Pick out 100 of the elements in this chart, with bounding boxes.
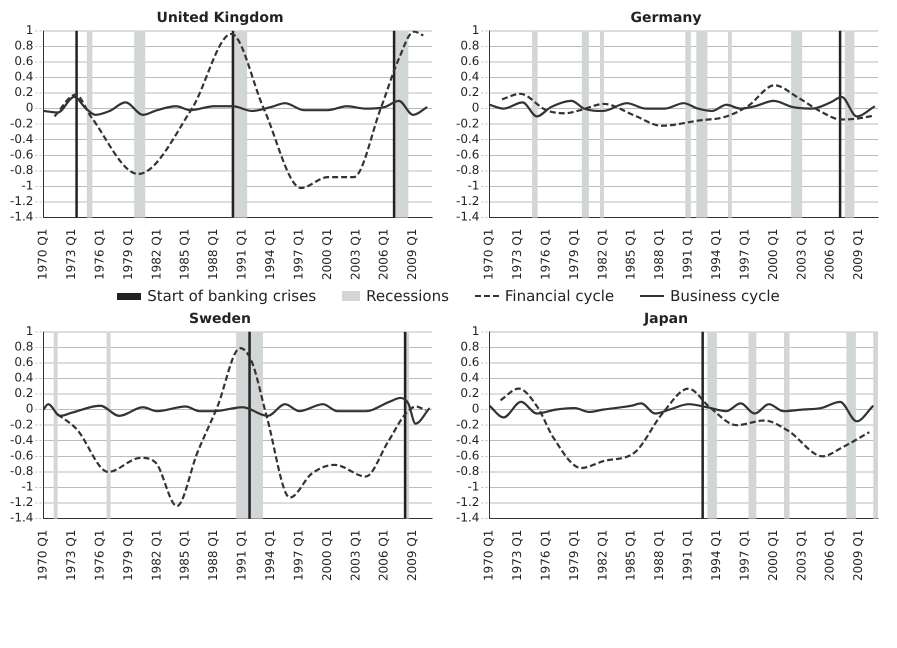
y-tick-label: 0.6 [14, 355, 34, 370]
y-tick-label: -0.4 [10, 132, 34, 146]
x-tick-label: 1973 Q1 [510, 530, 524, 582]
x-tick-label: 1997 Q1 [737, 530, 752, 582]
y-tick-label: 1 [472, 22, 480, 37]
x-tick-label: 2009 Q1 [405, 530, 420, 582]
y-tick-label: -1 [21, 178, 34, 193]
y-tick-label: -0.4 [456, 432, 480, 447]
x-tick-label: 1970 Q1 [36, 228, 50, 280]
x-tick-label: 2003 Q1 [794, 228, 808, 280]
y-tick-label: 0.8 [460, 38, 480, 52]
y-tick-label: 1 [26, 324, 34, 338]
x-tick-label: 1991 Q1 [234, 530, 249, 582]
y-tick-label: 0 [26, 100, 34, 115]
x-tick-label: 1997 Q1 [291, 228, 306, 280]
y-tick-label: -1 [467, 178, 480, 193]
x-tick-label: 1991 Q1 [234, 228, 249, 280]
y-tick-label: 0 [26, 402, 34, 416]
y-tick-label: 0.8 [460, 339, 480, 354]
y-tick-label: 0.4 [14, 70, 34, 84]
x-tick-label: 2003 Q1 [348, 228, 362, 280]
y-tick-label: 0.4 [14, 370, 34, 385]
x-tick-label: 1982 Q1 [149, 228, 164, 280]
y-tick-label: 0.6 [14, 54, 34, 68]
y-tick-label: -1.2 [456, 194, 480, 208]
x-tick-label: 1970 Q1 [36, 530, 50, 582]
y-tick-label: -0.2 [456, 417, 480, 432]
y-tick-label: -0.6 [10, 448, 34, 462]
x-tick-label: 1994 Q1 [709, 228, 724, 280]
chart-title: Germany [630, 10, 702, 26]
x-tick-label: 2000 Q1 [766, 530, 780, 582]
x-tick-label: 1997 Q1 [291, 530, 306, 582]
x-tick-label: 1982 Q1 [595, 228, 610, 280]
y-tick-label: -1.4 [456, 210, 480, 224]
x-tick-label: 1970 Q1 [482, 228, 496, 280]
y-tick-label: 0.2 [460, 85, 480, 100]
y-tick-label: -0.4 [10, 432, 34, 447]
y-tick-label: 0.4 [460, 370, 480, 385]
x-tick-label: 2009 Q1 [851, 228, 866, 280]
y-tick-label: 0.8 [14, 339, 34, 354]
y-tick-label: 0.2 [14, 386, 34, 400]
x-tick-label: 1985 Q1 [624, 228, 638, 280]
y-tick-label: -0.8 [10, 464, 34, 478]
x-tick-label: 1979 Q1 [566, 228, 581, 280]
x-tick-label: 1982 Q1 [149, 530, 164, 582]
x-tick-label: 1988 Q1 [652, 228, 666, 280]
x-tick-label: 1973 Q1 [64, 228, 78, 280]
y-tick-label: 1 [26, 22, 34, 37]
y-tick-label: 0.6 [460, 355, 480, 370]
y-tick-label: -0.2 [10, 417, 34, 432]
x-tick-label: 2009 Q1 [851, 530, 866, 582]
chart-title: United Kingdom [156, 10, 284, 26]
y-tick-label: -1.4 [10, 210, 34, 224]
y-tick-label: -0.2 [456, 116, 480, 130]
y-tick-label: 0.8 [14, 38, 34, 52]
x-tick-label: 2006 Q1 [822, 530, 837, 582]
y-tick-label: 0.6 [460, 54, 480, 68]
x-tick-label: 2000 Q1 [766, 228, 780, 280]
y-tick-label: -1.4 [456, 510, 480, 525]
x-tick-label: 2006 Q1 [376, 228, 391, 280]
y-tick-label: 0.2 [14, 85, 34, 100]
x-tick-label: 1973 Q1 [64, 530, 78, 582]
y-tick-label: 0 [472, 402, 480, 416]
x-tick-label: 1994 Q1 [263, 530, 278, 582]
x-tick-label: 2003 Q1 [348, 530, 362, 582]
x-tick-label: 1982 Q1 [595, 530, 610, 582]
y-tick-label: -1 [467, 480, 480, 494]
x-tick-label: 1976 Q1 [538, 228, 552, 280]
x-tick-label: 1976 Q1 [538, 530, 552, 582]
x-tick-label: 1997 Q1 [737, 228, 752, 280]
x-tick-label: 2000 Q1 [320, 530, 334, 582]
x-tick-label: 1976 Q1 [92, 530, 106, 582]
y-tick-label: -0.2 [10, 116, 34, 130]
x-tick-label: 1991 Q1 [680, 228, 695, 280]
x-tick-label: 2006 Q1 [376, 530, 391, 582]
x-tick-label: 2003 Q1 [794, 530, 808, 582]
legend-label: Financial cycle [504, 287, 614, 305]
y-tick-label: 0.2 [460, 386, 480, 400]
y-tick-label: 0 [472, 100, 480, 115]
legend-label: Business cycle [670, 287, 780, 305]
x-tick-label: 1991 Q1 [680, 530, 695, 582]
x-tick-label: 1985 Q1 [624, 530, 638, 582]
y-tick-label: -0.8 [456, 163, 480, 177]
x-tick-label: 1988 Q1 [206, 228, 220, 280]
chart-title: Japan [642, 311, 688, 328]
y-tick-label: -1 [21, 480, 34, 494]
x-tick-label: 1994 Q1 [263, 228, 278, 280]
x-tick-label: 1994 Q1 [709, 530, 724, 582]
x-tick-label: 2000 Q1 [320, 228, 334, 280]
y-tick-label: -1.2 [10, 495, 34, 510]
y-tick-label: -0.6 [456, 147, 480, 162]
y-tick-label: -1.2 [456, 495, 480, 510]
legend-label: Start of banking crises [147, 287, 316, 305]
y-tick-label: 0.4 [460, 70, 480, 84]
x-tick-label: 2006 Q1 [822, 228, 837, 280]
x-tick-label: 1970 Q1 [482, 530, 496, 582]
y-tick-label: -0.6 [456, 448, 480, 462]
x-tick-label: 1985 Q1 [178, 530, 192, 582]
y-tick-label: 1 [472, 324, 480, 338]
y-tick-label: -0.4 [456, 132, 480, 146]
